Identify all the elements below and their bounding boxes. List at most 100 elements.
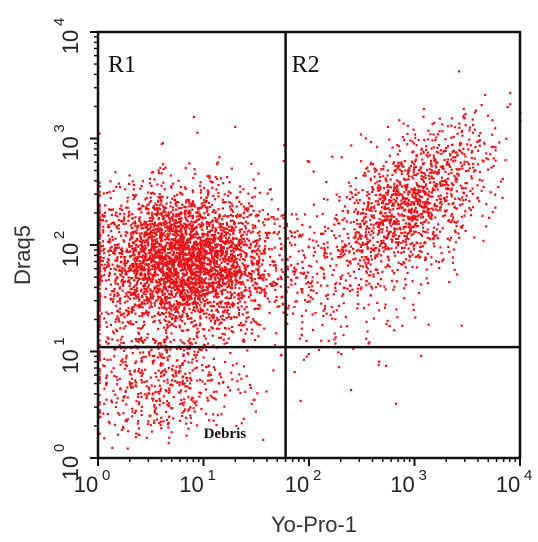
data-point xyxy=(193,242,196,245)
data-point xyxy=(179,291,182,294)
data-point xyxy=(388,138,391,141)
data-point xyxy=(145,254,148,257)
data-point xyxy=(215,177,219,180)
data-point xyxy=(471,149,474,153)
data-point xyxy=(406,132,409,135)
data-point xyxy=(126,320,129,323)
data-point xyxy=(196,237,199,240)
data-point xyxy=(372,214,375,217)
data-point xyxy=(158,306,161,310)
data-point xyxy=(149,297,153,300)
data-point xyxy=(174,277,178,280)
data-point xyxy=(222,283,226,286)
data-point xyxy=(228,270,231,273)
data-point xyxy=(123,312,126,315)
data-point xyxy=(193,299,196,302)
data-point xyxy=(280,353,283,356)
data-point xyxy=(258,307,261,310)
data-point xyxy=(169,284,172,288)
data-point xyxy=(161,215,164,218)
data-point xyxy=(137,403,140,406)
data-point xyxy=(203,199,206,202)
data-point xyxy=(155,241,158,244)
data-point xyxy=(243,301,246,304)
data-point xyxy=(98,181,101,184)
data-point xyxy=(255,249,258,252)
data-point xyxy=(149,257,153,260)
data-point xyxy=(424,206,427,209)
data-point xyxy=(378,244,381,247)
data-point xyxy=(159,342,162,345)
data-point xyxy=(358,242,361,245)
data-point xyxy=(451,261,455,264)
data-point xyxy=(457,197,460,200)
data-point xyxy=(246,215,249,219)
data-point xyxy=(383,197,386,200)
data-point xyxy=(240,249,243,252)
data-point xyxy=(375,169,378,172)
data-point xyxy=(140,240,143,243)
data-point xyxy=(131,265,135,268)
data-point xyxy=(382,168,385,171)
data-point xyxy=(447,219,450,222)
data-point xyxy=(413,142,416,145)
data-point xyxy=(148,236,151,239)
data-point xyxy=(168,315,171,318)
data-point xyxy=(178,253,181,256)
data-point xyxy=(374,170,377,173)
data-point xyxy=(146,336,149,339)
data-point xyxy=(377,252,380,255)
data-point xyxy=(153,285,156,289)
data-point xyxy=(216,310,220,314)
data-point xyxy=(185,209,188,212)
data-point xyxy=(115,257,118,260)
data-point xyxy=(202,289,205,292)
data-point xyxy=(145,281,148,285)
data-point xyxy=(453,220,456,223)
data-point xyxy=(104,263,107,266)
data-point xyxy=(345,220,348,223)
data-point xyxy=(377,200,380,203)
data-point xyxy=(98,215,101,218)
data-point xyxy=(104,296,107,299)
data-point xyxy=(124,264,127,267)
data-point xyxy=(149,272,152,275)
data-point xyxy=(133,279,136,282)
data-point xyxy=(257,286,260,289)
data-point xyxy=(225,306,228,309)
data-point xyxy=(195,303,198,306)
data-point xyxy=(442,258,445,261)
data-point xyxy=(197,290,200,293)
data-point xyxy=(242,250,245,253)
data-point xyxy=(384,178,387,181)
data-point xyxy=(111,263,114,266)
data-point xyxy=(430,169,433,172)
data-point xyxy=(226,291,229,294)
data-point xyxy=(172,239,175,242)
data-point xyxy=(174,295,177,298)
data-point xyxy=(442,167,445,171)
data-point xyxy=(108,254,111,257)
data-point xyxy=(98,320,101,324)
data-point xyxy=(227,262,230,265)
data-point xyxy=(151,234,154,238)
data-point xyxy=(257,239,260,242)
data-point xyxy=(467,163,470,166)
data-point xyxy=(99,277,102,280)
data-point xyxy=(164,288,167,291)
data-point xyxy=(140,237,143,240)
data-point xyxy=(183,283,186,286)
data-point xyxy=(136,269,139,272)
data-point xyxy=(442,180,445,183)
data-point xyxy=(141,312,144,315)
data-point xyxy=(215,219,218,222)
data-point xyxy=(153,221,157,224)
data-point xyxy=(407,170,410,173)
data-point xyxy=(480,189,483,192)
data-point xyxy=(263,327,266,330)
data-point xyxy=(195,289,198,292)
data-point xyxy=(381,206,384,209)
data-point xyxy=(147,277,150,280)
data-point xyxy=(361,251,364,254)
data-point xyxy=(131,306,134,309)
